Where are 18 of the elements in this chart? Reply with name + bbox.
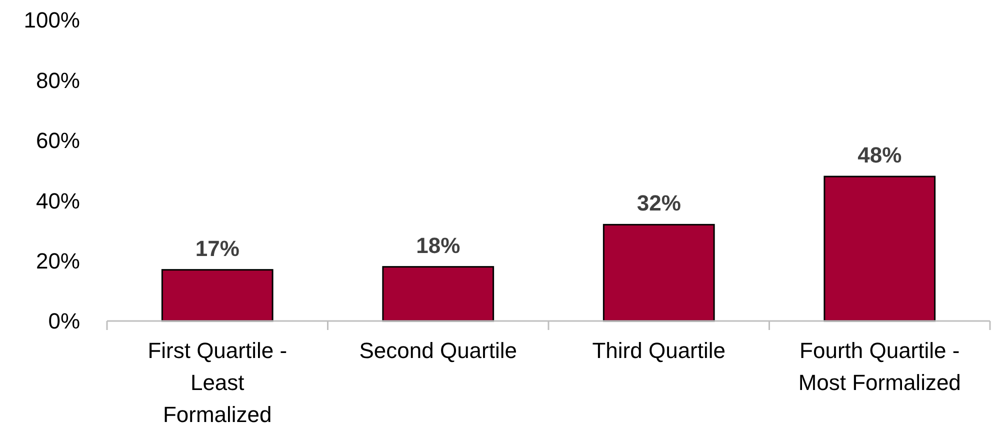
bar	[602, 224, 715, 322]
data-label: 17%	[195, 236, 240, 261]
data-label: 18%	[416, 232, 460, 258]
y-tick-label: 20%	[36, 248, 80, 274]
bar	[382, 266, 494, 322]
x-tick-label: First Quartile - Least Formalized	[148, 338, 288, 427]
y-tick-label: 100%	[24, 8, 80, 33]
y-tick-label: 40%	[36, 188, 80, 214]
data-label: 32%	[636, 190, 681, 216]
data-label: 48%	[858, 142, 902, 168]
y-tick-label: 0%	[48, 308, 80, 334]
bar	[161, 269, 274, 322]
bar	[824, 176, 936, 322]
x-tick-label: Fourth Quartile - Most Formalized	[798, 338, 961, 395]
y-tick-label: 60%	[36, 128, 80, 154]
x-tick-label: Third Quartile	[592, 338, 726, 363]
x-tick-label: Second Quartile	[359, 338, 518, 363]
y-tick-label: 80%	[36, 68, 80, 93]
